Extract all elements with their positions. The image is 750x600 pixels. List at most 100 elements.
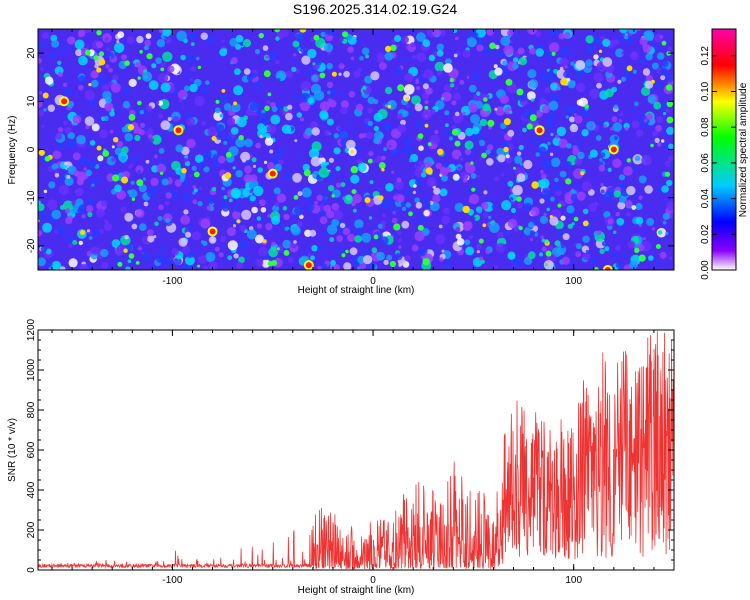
heatmap-y-tick-label: -20 <box>26 238 37 253</box>
heatmap-speckle <box>107 188 112 192</box>
heatmap-speckle <box>443 207 450 215</box>
heatmap-speckle <box>191 165 197 171</box>
heatmap-speckle <box>44 156 51 162</box>
heatmap-speckle <box>221 203 230 212</box>
heatmap-speckle <box>353 70 361 79</box>
heatmap-speckle <box>267 260 274 267</box>
heatmap-speckle <box>128 253 135 259</box>
heatmap-speckle <box>400 119 406 126</box>
snr-line <box>38 331 674 570</box>
heatmap-speckle <box>619 112 624 117</box>
heatmap-speckle <box>549 29 559 37</box>
heatmap-speckle <box>464 162 471 168</box>
colorbar-tick-label: 0.00 <box>700 260 711 280</box>
heatmap-speckle <box>349 247 358 256</box>
heatmap-speckle <box>475 29 486 38</box>
heatmap-speckle <box>91 183 95 187</box>
heatmap-speckle <box>219 94 229 105</box>
heatmap-speckle <box>324 129 331 136</box>
heatmap-speckle <box>483 190 488 195</box>
heatmap-speckle <box>454 86 459 90</box>
heatmap-speckle <box>630 51 639 61</box>
heatmap-speckle <box>641 154 652 166</box>
heatmap-speckle <box>327 90 331 95</box>
heatmap-speckle <box>276 77 281 82</box>
heatmap-speckle <box>659 34 664 39</box>
colorbar: 0.00 0.02 0.04 0.06 0.08 0.10 0.12 Normalized … <box>700 28 749 280</box>
heatmap-speckle <box>84 90 96 101</box>
heatmap-speckle <box>351 201 356 207</box>
heatmap-speckle <box>90 246 99 255</box>
heatmap-speckle <box>129 163 134 168</box>
heatmap-speckle <box>186 138 196 149</box>
heatmap-speckle <box>158 204 164 211</box>
heatmap-speckle <box>382 122 392 132</box>
heatmap-speckle <box>436 49 444 57</box>
heatmap-speckle <box>90 79 99 88</box>
heatmap-speckle <box>261 259 271 268</box>
heatmap-speckle <box>502 243 506 248</box>
heatmap-speckle <box>158 148 165 154</box>
heatmap-speckle <box>440 167 449 176</box>
heatmap-speckle <box>116 40 120 44</box>
heatmap-speckle <box>505 154 510 159</box>
heatmap-speckle <box>221 186 225 191</box>
heatmap-speckle <box>669 161 674 168</box>
heatmap-speckle <box>136 35 144 44</box>
colorbar-gradient <box>712 29 736 270</box>
heatmap-speckle <box>246 74 254 81</box>
snr-y-tick-label: 0 <box>26 567 37 573</box>
heatmap-speckle <box>635 202 643 211</box>
heatmap-speckle <box>523 202 533 212</box>
heatmap-speckle <box>353 130 357 134</box>
heatmap-speckle <box>402 144 414 155</box>
heatmap-speckle <box>439 257 444 262</box>
heatmap-speckle <box>325 29 336 36</box>
heatmap-hotspot <box>536 127 543 134</box>
heatmap-speckle <box>342 196 347 201</box>
heatmap-speckle <box>232 166 236 170</box>
heatmap-speckle <box>328 99 337 108</box>
heatmap-speckle <box>414 231 425 242</box>
heatmap-speckle <box>276 247 280 251</box>
heatmap-speckle <box>599 161 604 166</box>
heatmap-speckle <box>540 263 545 268</box>
heatmap-speckle <box>662 220 667 225</box>
heatmap-speckle <box>300 101 310 112</box>
heatmap-speckle <box>235 170 243 178</box>
heatmap-speckle <box>470 114 480 124</box>
heatmap-speckle <box>451 100 457 106</box>
heatmap-speckle <box>219 235 227 243</box>
heatmap-speckle <box>339 37 344 43</box>
heatmap-speckle <box>549 216 559 226</box>
heatmap-speckle <box>331 194 335 198</box>
heatmap-speckle <box>231 189 241 199</box>
heatmap-speckle <box>603 124 607 129</box>
heatmap-speckle <box>650 143 654 148</box>
heatmap-speckle <box>249 226 254 231</box>
heatmap-speckle <box>545 250 552 257</box>
heatmap-speckle <box>517 47 525 55</box>
heatmap-speckle <box>494 107 498 111</box>
heatmap-speckle <box>195 56 200 61</box>
heatmap-speckle <box>604 246 610 252</box>
heatmap-speckle <box>405 202 411 208</box>
heatmap-y-tick-label: 0 <box>26 146 37 152</box>
colorbar-tick-label: 0.08 <box>700 117 711 137</box>
heatmap-speckle <box>295 155 300 160</box>
heatmap-speckle <box>318 167 330 178</box>
heatmap-speckle <box>235 137 246 148</box>
heatmap-speckle <box>51 260 62 270</box>
heatmap-speckle <box>543 260 554 270</box>
heatmap-speckle <box>67 132 75 140</box>
heatmap-speckle <box>411 244 419 252</box>
heatmap-speckle <box>238 239 249 250</box>
heatmap-speckle <box>548 100 559 111</box>
heatmap-speckle <box>301 187 312 198</box>
heatmap-speckle <box>312 75 318 82</box>
heatmap-speckle <box>235 261 243 270</box>
heatmap-speckle <box>651 62 659 70</box>
heatmap-speckle <box>665 231 669 236</box>
heatmap-speckle <box>106 51 115 60</box>
